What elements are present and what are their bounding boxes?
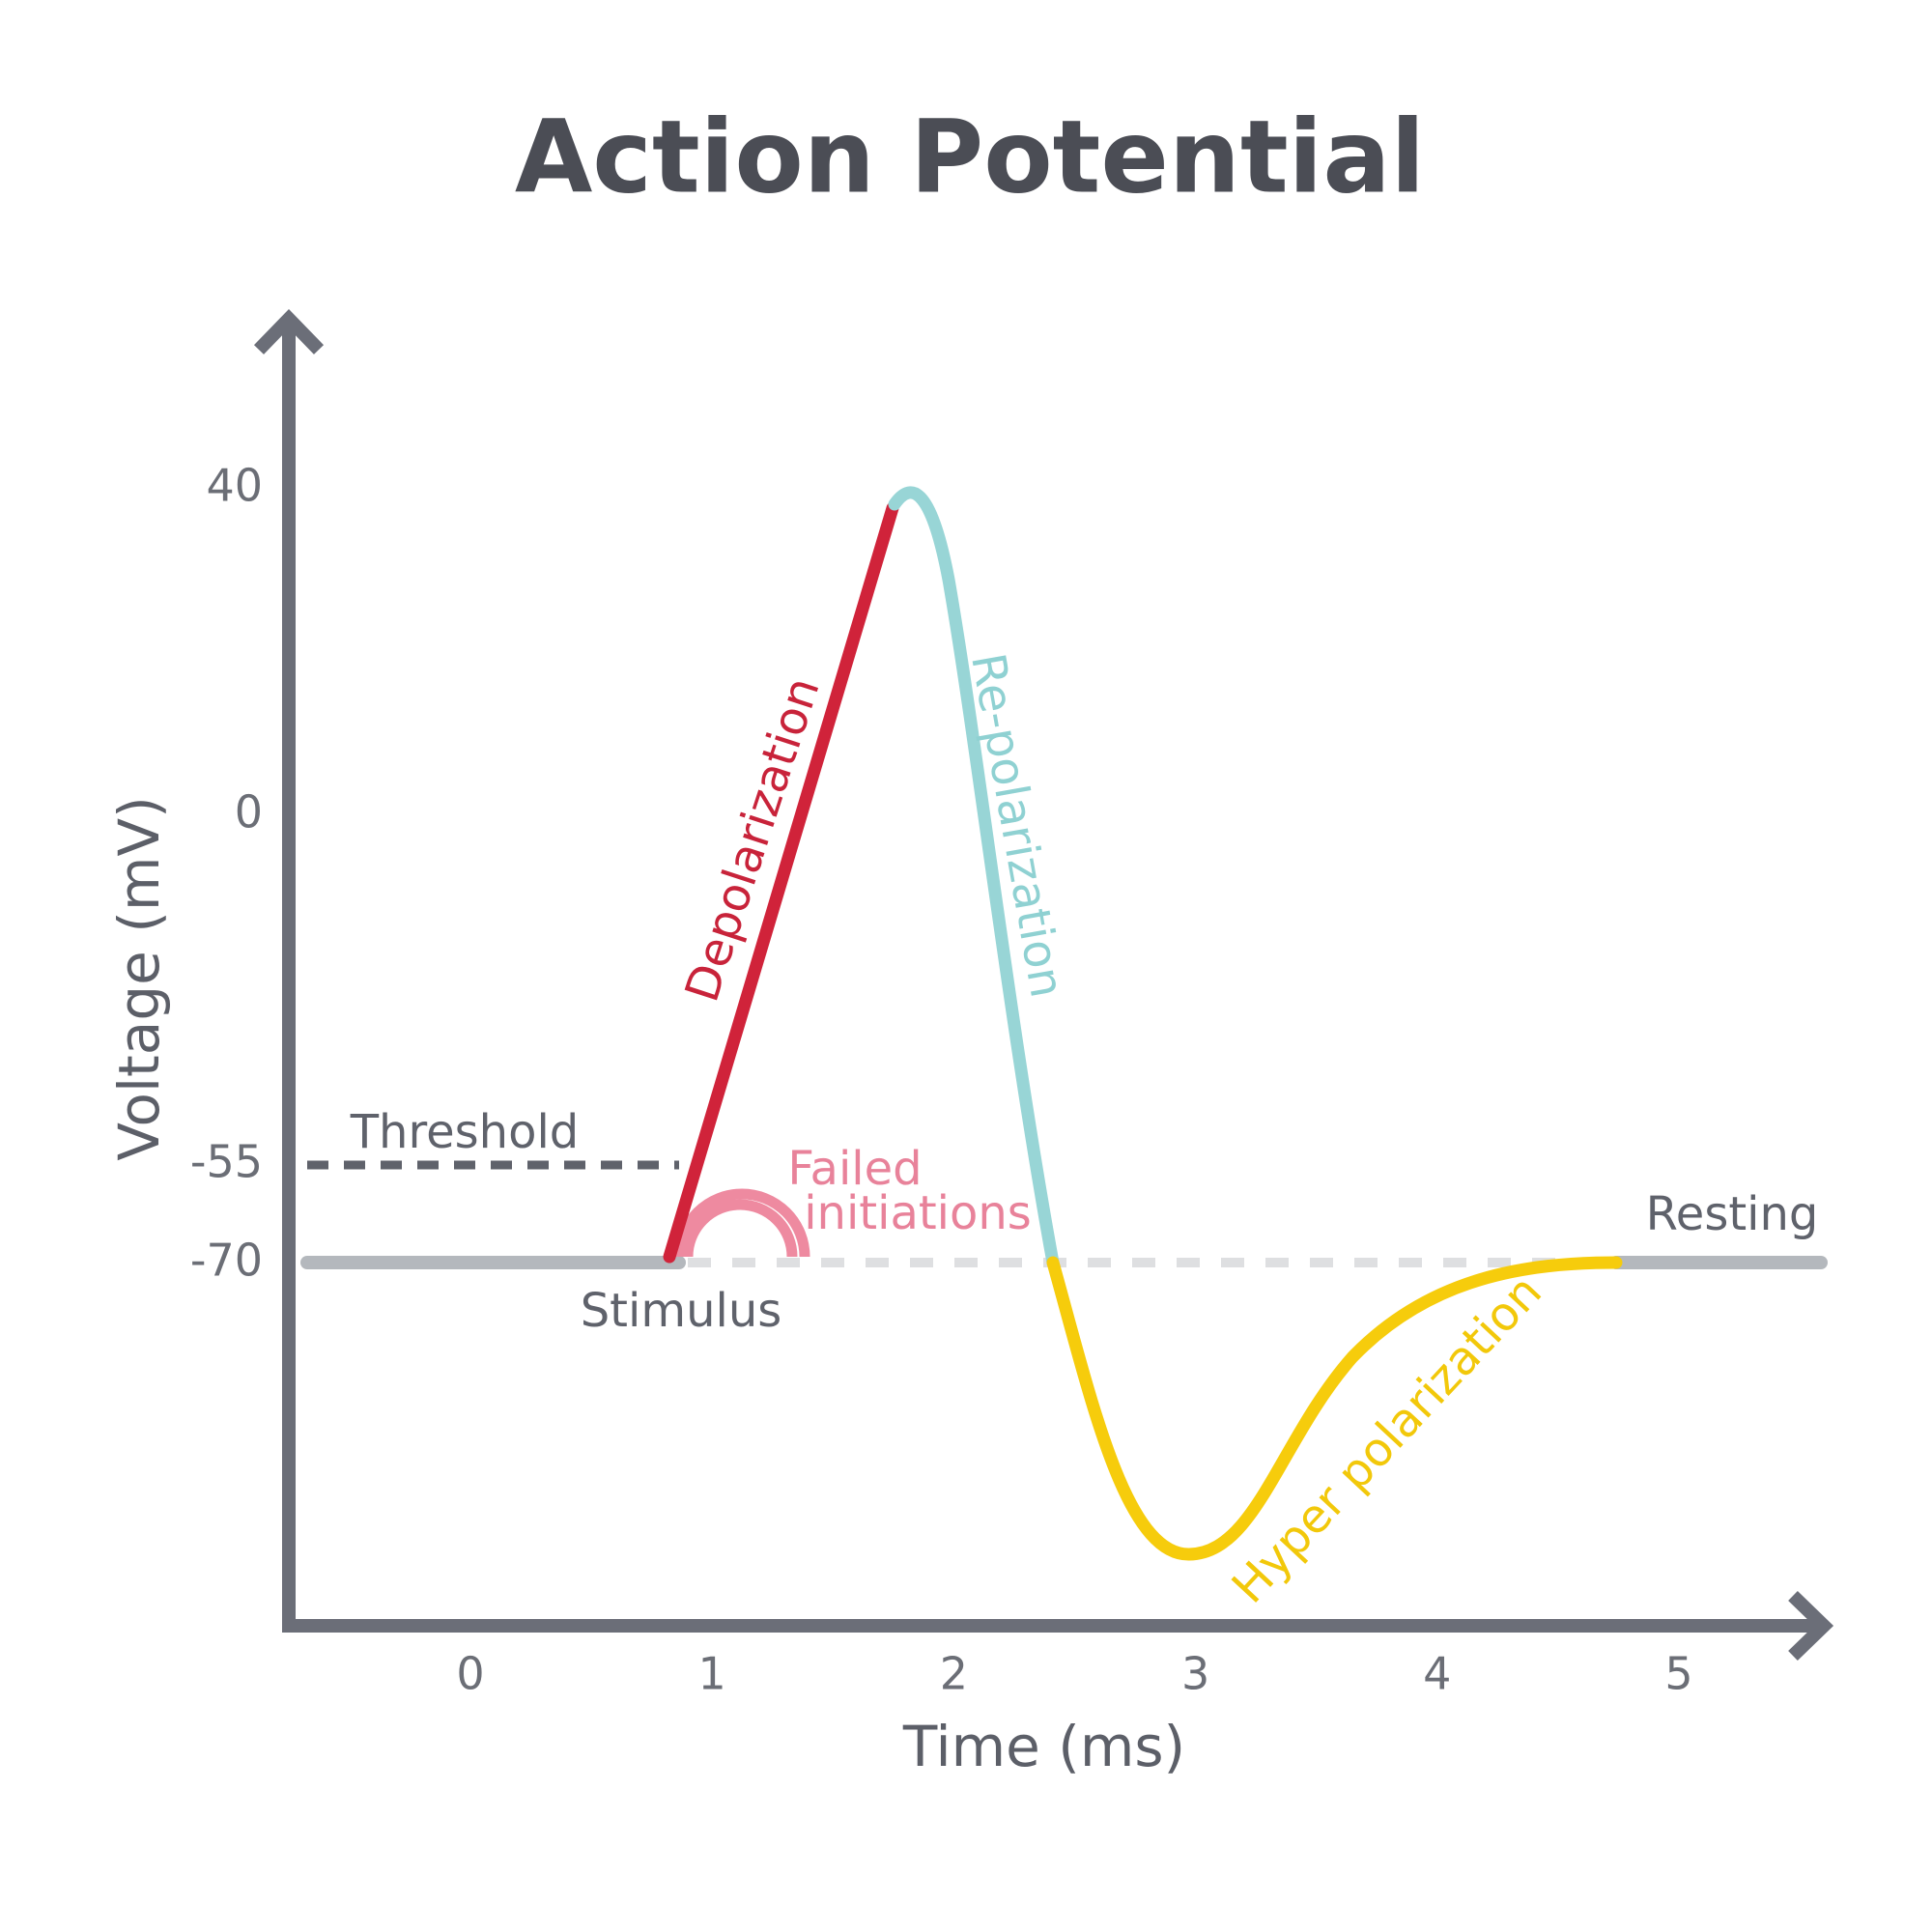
resting-label: Resting xyxy=(1646,1187,1819,1241)
y-tick-label: -70 xyxy=(190,1235,263,1287)
y-tick-label: 0 xyxy=(235,786,263,838)
y-arrow xyxy=(253,308,325,355)
failed-arc xyxy=(682,1199,798,1258)
y-tick-label: 40 xyxy=(206,460,263,512)
repolarization-label: Re-polarization xyxy=(960,649,1074,1002)
hyperpolarization-curve xyxy=(1046,1256,1623,1561)
repolarization-curve xyxy=(888,486,1060,1269)
y-axis-label: Voltage (mV) xyxy=(106,796,172,1160)
failed-label: Failed xyxy=(787,1142,922,1196)
title: Action Potential xyxy=(515,98,1425,215)
x-tick-label: 1 xyxy=(698,1648,726,1700)
failed-arc xyxy=(673,1188,810,1258)
depolarization-curve xyxy=(663,501,899,1264)
stimulus-label: Stimulus xyxy=(581,1284,782,1338)
x-tick-label: 3 xyxy=(1181,1648,1209,1700)
y-tick-label: -55 xyxy=(190,1136,263,1188)
x-tick-label: 0 xyxy=(456,1648,484,1700)
x-ticks: 0 1 2 3 4 5 xyxy=(456,1648,1692,1700)
x-tick-label: 2 xyxy=(940,1648,968,1700)
x-tick-label: 4 xyxy=(1423,1648,1451,1700)
y-ticks: 40 0 -55 -70 xyxy=(190,460,263,1287)
x-arrow xyxy=(1788,1590,1834,1662)
x-axis-label: Time (ms) xyxy=(902,1714,1185,1779)
threshold-label: Threshold xyxy=(350,1105,580,1159)
hyperpolarization-label: Hyper polarization xyxy=(1222,1264,1552,1613)
x-tick-label: 5 xyxy=(1664,1648,1692,1700)
failed-label: initiations xyxy=(804,1186,1032,1240)
